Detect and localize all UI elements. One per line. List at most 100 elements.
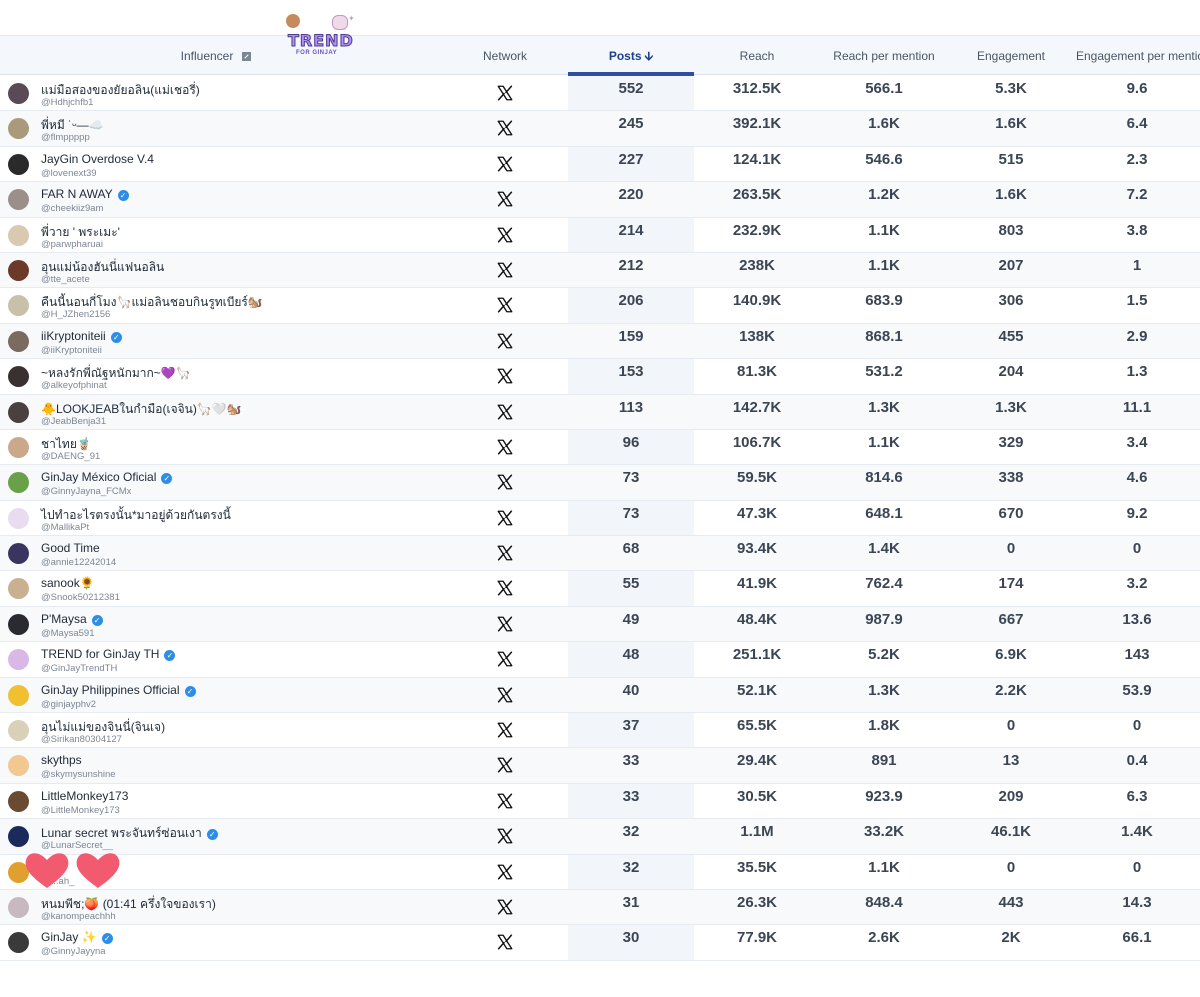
influencer-name[interactable]: พี่หมี ˙ᵕ—☁️ (41, 116, 104, 135)
reach-per-mention-value: 2.6K (868, 929, 900, 947)
influencer-name[interactable]: Lunar secret พระจันทร์ซ่อนเงา ✓ (41, 824, 218, 843)
table-row[interactable]: sanook🌻 @Snook50212381 55 41.9K 762.4 174 3.2 (0, 571, 1200, 607)
table-row[interactable]: พี่วาย ' พระเมะ' @parwpharuai 214 232.9K 1.1… (0, 218, 1200, 253)
avatar[interactable] (8, 755, 29, 777)
influencer-name[interactable]: skythps (41, 753, 82, 767)
table-row[interactable]: แม่มือสองของยัยอลิน(แม่เชอรี่) @Hdhjchfb1… (0, 76, 1200, 112)
column-header-influencer[interactable]: Influencer (0, 36, 432, 76)
avatar[interactable] (8, 613, 29, 635)
reach-value: 35.5K (736, 858, 778, 876)
table-row[interactable]: 🐥LOOKJEABในกำมือ(เจจิน)🦙🤍🐿️ @JeabBenja31 1… (0, 394, 1200, 430)
influencer-name[interactable]: แม่มือสองของยัยอลิน(แม่เชอรี่) (41, 81, 200, 100)
column-header-posts[interactable]: Posts 🡫 (568, 36, 694, 76)
influencer-name[interactable]: TREND for GinJay TH ✓ (41, 647, 176, 662)
avatar[interactable] (8, 83, 29, 104)
avatar[interactable] (8, 189, 29, 211)
avatar[interactable] (8, 720, 29, 742)
column-header-network[interactable]: Network (482, 49, 527, 63)
external-link-icon[interactable] (242, 52, 252, 61)
table-row[interactable]: อุนไม่แม่ของจินนี่(จินเจ) @Sirikan8030412… (0, 713, 1200, 749)
influencer-name[interactable]: ~หลงรักพี่ณัฐหนักมาก~💜🦙 (41, 364, 191, 383)
influencer-name[interactable]: ไปทำอะไรตรงนั้น*มาอยู่ด้วยกันตรงนี้ (41, 506, 231, 525)
avatar[interactable] (8, 861, 29, 883)
column-header-engagement[interactable]: Engagement (976, 49, 1046, 63)
table-row[interactable]: Good Time @annie12242014 68 93.4K 1.4K 0 0 (0, 536, 1200, 572)
avatar[interactable] (8, 543, 29, 565)
reach-per-mention-value: 1.3K (868, 398, 900, 416)
table-row[interactable]: Lunar secret พระจันทร์ซ่อนเงา ✓ @LunarSecr… (0, 819, 1200, 855)
table-row[interactable]: TREND for GinJay TH ✓ @GinJayTrendTH 48 251.… (0, 642, 1200, 678)
column-header-reach[interactable]: Reach (739, 49, 775, 63)
posts-value: 212 (618, 256, 644, 274)
avatar[interactable] (8, 259, 29, 281)
table-row[interactable]: @...ah_ 32 35.5K 1.1K 0 0 (0, 855, 1200, 890)
reach-value: 263.5K (732, 186, 782, 204)
x-network-icon (496, 827, 514, 845)
influencer-name[interactable]: อุนแม่น้องฮันนี่แฟนอลิน (41, 258, 164, 277)
influencer-name[interactable]: คืนนี้นอนกี่โมง🦙แม่อลินชอบกินรูทเบียร์🐿️ (41, 293, 263, 312)
table-row[interactable]: JayGin Overdose V.4 @lovenext39 227 124.1K 5… (0, 147, 1200, 183)
avatar[interactable] (8, 932, 29, 954)
table-row[interactable]: หนมพีช;🍑 (01:41 ครึ่งใจของเรา) @kanompeac… (0, 889, 1200, 926)
table-row[interactable]: P'Maysa ✓ @Maysa591 49 48.4K 987.9 667 13.6 (0, 606, 1200, 643)
influencer-name-text: พี่หมี ˙ᵕ—☁️ (41, 118, 104, 133)
avatar[interactable] (8, 896, 29, 918)
engagement-value: 443 (998, 893, 1024, 911)
avatar[interactable] (8, 507, 29, 529)
avatar[interactable] (8, 366, 29, 388)
avatar[interactable] (8, 649, 29, 671)
influencer-name[interactable]: JayGin Overdose V.4 (41, 152, 154, 166)
influencer-handle: @Hdhjchfb1 (41, 97, 94, 108)
table-row[interactable]: ไปทำอะไรตรงนั้น*มาอยู่ด้วยกันตรงนี้ @Mall… (0, 501, 1200, 537)
table-row[interactable]: GinJay ✨ ✓ @GinnyJayyna 30 77.9K 2.6K 2K 66.1 (0, 925, 1200, 961)
influencer-name[interactable]: GinJay Philippines Official ✓ (41, 683, 196, 697)
influencer-name[interactable]: พี่วาย ' พระเมะ' (41, 223, 120, 242)
avatar[interactable] (8, 578, 29, 600)
table-row[interactable]: skythps @skymysunshine 33 29.4K 891 13 0.4 (0, 748, 1200, 784)
verified-badge-icon: ✓ (184, 685, 196, 697)
avatar[interactable] (8, 330, 29, 352)
avatar[interactable] (8, 153, 29, 175)
engagement-value: 0 (1006, 858, 1016, 876)
table-row[interactable]: พี่หมี ˙ᵕ—☁️ @flmppppp 245 392.1K 1.6K 1.6K 6.… (0, 111, 1200, 147)
influencer-name[interactable]: 🐥LOOKJEABในกำมือ(เจจิน)🦙🤍🐿️ (41, 400, 242, 419)
influencer-name-text: GinJay México Oficial (41, 470, 157, 485)
influencer-name[interactable]: อุนไม่แม่ของจินนี่(จินเจ) (41, 718, 165, 737)
influencer-name[interactable]: Good Time (41, 541, 100, 555)
avatar[interactable] (8, 118, 29, 140)
table-row[interactable]: ชาไทย🧋 @DAENG_91 96 106.7K 1.1K 329 3.4 (0, 430, 1200, 466)
x-network-icon (496, 544, 514, 562)
engagement-per-mention-value: 2.3 (1126, 150, 1148, 168)
avatar[interactable] (8, 684, 29, 706)
influencer-name[interactable]: GinJay ✨ ✓ (41, 930, 113, 945)
influencer-name[interactable]: sanook🌻 (41, 576, 95, 590)
table-row[interactable]: ~หลงรักพี่ณัฐหนักมาก~💜🦙 @alkeyofphinat 153… (0, 359, 1200, 395)
influencer-name-text: iiKryptoniteii (41, 328, 106, 343)
reach-per-mention-value: 546.6 (865, 150, 903, 168)
influencer-name[interactable]: LittleMonkey173 (41, 789, 128, 803)
influencer-name[interactable]: FAR N AWAY ✓ (41, 187, 129, 202)
table-row[interactable]: คืนนี้นอนกี่โมง🦙แม่อลินชอบกินรูทเบียร์🐿️… (0, 288, 1200, 324)
table-row[interactable]: LittleMonkey173 @LittleMonkey173 33 30.5K 92… (0, 784, 1200, 820)
column-header-reach-per-mention[interactable]: Reach per mention (833, 49, 935, 63)
avatar[interactable] (8, 790, 29, 812)
influencer-name[interactable]: หนมพีช;🍑 (01:41 ครึ่งใจของเรา) (41, 895, 216, 914)
influencer-name[interactable]: iiKryptoniteii ✓ (41, 329, 122, 343)
avatar[interactable] (8, 295, 29, 317)
table-row[interactable]: iiKryptoniteii ✓ @iiKryptoniteii 159 138K 868… (0, 323, 1200, 360)
table-row[interactable]: อุนแม่น้องฮันนี่แฟนอลิน @tte_acete 212 238K… (0, 252, 1200, 289)
influencer-name[interactable]: P'Maysa ✓ (41, 612, 103, 626)
influencer-name[interactable]: ชาไทย🧋 (41, 435, 92, 454)
posts-value: 37 (622, 717, 640, 735)
table-row[interactable]: FAR N AWAY ✓ @cheekiiz9am 220 263.5K 1.2K 1.6K… (0, 182, 1200, 218)
table-row[interactable]: GinJay México Oficial ✓ @GinnyJayna_FCMx 73… (0, 465, 1200, 501)
influencer-name[interactable]: GinJay México Oficial ✓ (41, 470, 173, 485)
reach-value: 232.9K (732, 221, 782, 239)
table-row[interactable]: GinJay Philippines Official ✓ @ginjayphv2 4… (0, 677, 1200, 714)
avatar[interactable] (8, 472, 29, 494)
avatar[interactable] (8, 401, 29, 423)
column-header-engagement-per-mention[interactable]: Engagement per mention (1076, 49, 1200, 63)
avatar[interactable] (8, 826, 29, 848)
avatar[interactable] (8, 436, 29, 458)
avatar[interactable] (8, 224, 29, 246)
